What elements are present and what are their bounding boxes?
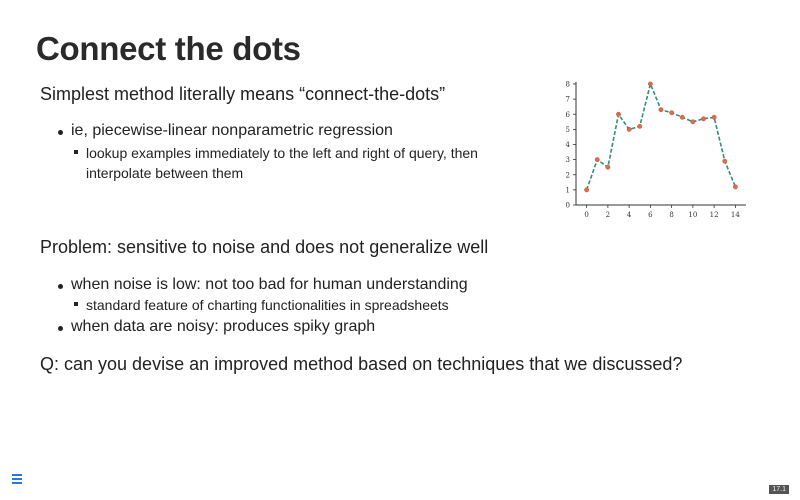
data-point <box>679 114 685 120</box>
slide-number: 17.1 <box>769 485 789 494</box>
y-tick-label: 0 <box>566 202 570 210</box>
x-tick-label: 6 <box>648 211 653 219</box>
y-tick-label: 7 <box>566 96 570 104</box>
subbullet-spreadsheets: standard feature of charting functionali… <box>74 295 526 315</box>
x-tick-label: 2 <box>606 211 610 219</box>
x-tick-label: 4 <box>627 211 632 219</box>
data-point <box>616 111 621 117</box>
y-tick-label: 6 <box>566 111 571 119</box>
data-point <box>584 187 590 193</box>
data-point <box>711 114 717 120</box>
menu-icon[interactable] <box>12 474 22 485</box>
data-point <box>669 110 675 116</box>
y-tick-label: 5 <box>566 126 570 134</box>
y-tick-label: 8 <box>566 81 570 89</box>
bullet-piecewise-linear: ie, piecewise-linear nonparametric regre… <box>58 122 393 139</box>
data-point <box>594 157 600 163</box>
y-tick-label: 2 <box>566 171 570 179</box>
data-point <box>605 164 611 170</box>
question-text: Q: can you devise an improved method bas… <box>40 354 683 374</box>
x-tick-label: 0 <box>584 211 588 219</box>
bullet-noisy-data: when data are noisy: produces spiky grap… <box>57 318 376 335</box>
data-point <box>647 81 653 87</box>
y-tick-label: 1 <box>566 186 570 194</box>
x-tick-label: 10 <box>688 211 697 219</box>
x-tick-label: 8 <box>669 211 673 219</box>
slide-title: Connect the dots <box>36 30 301 67</box>
data-point <box>637 123 643 129</box>
y-tick-label: 4 <box>566 141 571 149</box>
x-tick-label: 14 <box>731 211 740 219</box>
y-tick-label: 3 <box>566 156 570 164</box>
data-point <box>701 116 706 122</box>
data-point <box>690 119 696 125</box>
series-line <box>585 81 737 191</box>
x-tick-label: 12 <box>710 211 719 219</box>
data-point <box>658 107 664 113</box>
bullet-low-noise: when noise is low: not too bad for human… <box>58 276 468 293</box>
data-point <box>732 184 738 190</box>
problem-text: Problem: sensitive to noise and does not… <box>40 237 489 257</box>
subbullet-lookup: lookup examples immediately to the left … <box>74 143 526 183</box>
data-point <box>722 158 728 164</box>
data-point <box>626 126 632 132</box>
intro-text: Simplest method literally means “connect… <box>40 84 446 104</box>
